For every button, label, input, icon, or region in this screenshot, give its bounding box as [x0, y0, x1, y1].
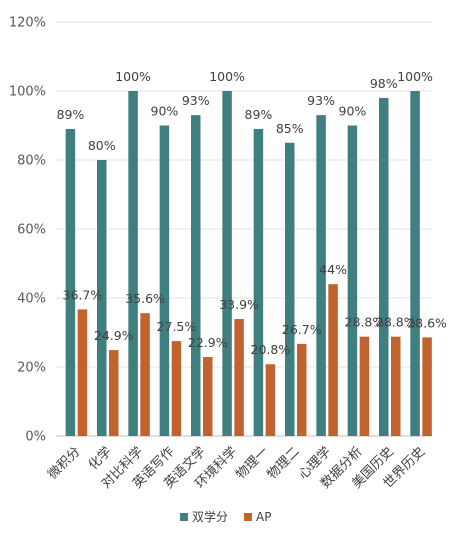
data-label-ap: 35.6% [125, 291, 165, 306]
bars [65, 91, 432, 437]
data-label-ap: 22.9% [188, 335, 228, 350]
data-label-dual-credit: 98% [370, 76, 398, 91]
data-label-dual-credit: 89% [245, 107, 273, 122]
data-label-dual-credit: 100% [115, 69, 151, 84]
bar-dual-credit [379, 97, 389, 437]
category-label: 物理二 [265, 444, 303, 482]
data-label-dual-credit: 100% [209, 69, 245, 84]
data-label-ap: 33.9% [219, 297, 259, 312]
legend-swatch-dual-credit [180, 513, 188, 521]
legend: 双学分 AP [180, 509, 271, 524]
y-tick-label: 120% [9, 16, 46, 31]
legend-label-dual-credit: 双学分 [192, 509, 228, 524]
data-label-ap: 24.9% [94, 328, 134, 343]
legend-swatch-ap [244, 513, 252, 521]
data-label-ap: 20.8% [251, 342, 291, 357]
bar-ap [234, 319, 244, 436]
data-labels: 89%80%100%90%93%100%89%85%93%90%98% 100%3… [57, 69, 448, 357]
bar-ap [171, 341, 182, 436]
category-label: 物理一 [233, 444, 271, 482]
y-tick-label: 40% [17, 292, 46, 307]
data-label-ap: 26.7% [282, 322, 322, 337]
data-label-ap: 28.8% [376, 315, 416, 330]
bar-dual-credit [65, 128, 76, 436]
bar-dual-credit [285, 142, 295, 436]
data-label-dual-credit: 90% [151, 104, 179, 119]
bar-ap [203, 356, 213, 436]
bar-dual-credit [128, 91, 138, 436]
bar-dual-credit [97, 160, 107, 436]
bar-ap [265, 364, 276, 436]
bar-ap [77, 309, 88, 436]
data-label-ap: 28.6% [407, 315, 447, 330]
bar-ap [109, 350, 119, 436]
y-tick-label: 0% [25, 430, 46, 445]
data-label-dual-credit: 93% [307, 93, 335, 108]
bar-dual-credit [253, 128, 264, 436]
data-label-dual-credit: 80% [88, 138, 116, 153]
gridlines [56, 21, 432, 437]
data-label-dual-credit: 85% [276, 121, 304, 136]
bar-dual-credit [316, 115, 326, 437]
category-label: 微积分 [45, 444, 83, 482]
bar-ap [297, 343, 307, 436]
bar-ap [359, 336, 370, 436]
y-tick-label: 100% [9, 85, 46, 100]
data-label-ap: 36.7% [63, 287, 103, 302]
data-label-ap: 28.8% [345, 315, 385, 330]
data-label-dual-credit: 89% [57, 107, 85, 122]
bar-ap [140, 313, 150, 436]
data-label-dual-credit: 93% [182, 93, 210, 108]
data-label-ap: 27.5% [157, 319, 197, 334]
bar-dual-credit [191, 115, 201, 437]
x-axis-categories: 微积分 化学对比科学英语写作英语文学环境科学物理一物理二心理学数据分析美国历史世界… [45, 444, 428, 492]
bar-dual-credit [347, 125, 358, 436]
y-tick-label: 60% [17, 223, 46, 238]
bar-dual-credit [159, 125, 170, 436]
data-label-dual-credit: 100% [397, 69, 433, 84]
legend-label-ap: AP [256, 510, 271, 524]
y-tick-label: 20% [17, 361, 46, 376]
bar-ap [328, 284, 338, 436]
y-tick-label: 80% [17, 154, 46, 169]
bar-dual-credit [222, 91, 232, 436]
bar-dual-credit [410, 91, 420, 436]
data-label-ap: 44% [319, 262, 347, 277]
bar-ap [422, 337, 432, 436]
data-label-dual-credit: 90% [339, 104, 367, 119]
y-axis-ticks: 0% 20% 40% 60% 80% 100% 120% [9, 16, 46, 445]
bar-ap [391, 336, 401, 436]
